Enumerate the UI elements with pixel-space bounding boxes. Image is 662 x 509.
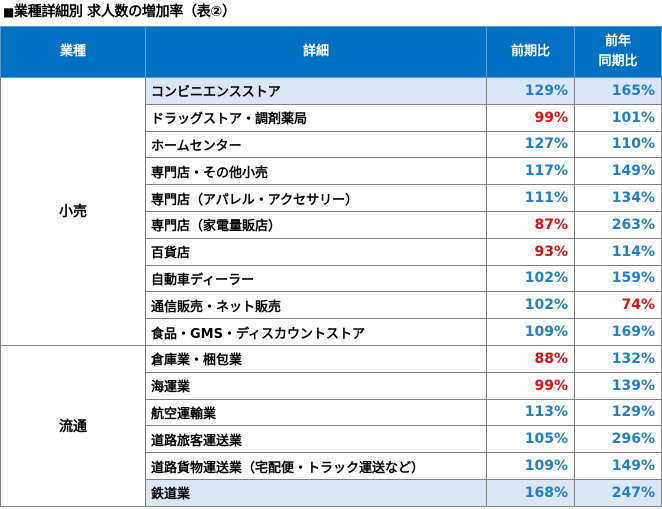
table-row: 専門店（家電量販店） 87% 263%: [1, 210, 662, 239]
detail-cell: 専門店（アパレル・アクセサリー）: [145, 184, 487, 212]
detail-cell: ホームセンター: [145, 130, 487, 159]
yoy-cell: 263%: [574, 210, 662, 239]
yoy-cell: 296%: [574, 425, 662, 454]
header-category: 業種: [0, 26, 146, 78]
prev-period-cell: 99%: [486, 371, 575, 400]
prev-period-cell: 88%: [486, 344, 575, 373]
header-detail: 詳細: [145, 26, 487, 78]
table-title: ■業種詳細別 求人数の増加率（表②）: [3, 3, 236, 21]
detail-cell: 食品・GMS・ディスカウントストア: [145, 318, 487, 346]
table-row: 自動車ディーラー 102% 159%: [1, 264, 662, 293]
detail-cell: 鉄道業: [145, 478, 487, 507]
yoy-cell: 114%: [574, 237, 662, 266]
yoy-cell: 132%: [574, 344, 662, 373]
table-row: 食品・GMS・ディスカウントストア 109% 169%: [1, 318, 662, 346]
detail-cell: 道路旅客運送業: [145, 425, 487, 454]
header-yoy: 前年 同期比: [574, 26, 662, 78]
prev-period-cell: 109%: [486, 318, 575, 346]
table-row: 専門店（アパレル・アクセサリー） 111% 134%: [1, 184, 662, 212]
category-cell: 小売: [0, 77, 146, 346]
table-row: 百貨店 93% 114%: [1, 237, 662, 266]
detail-cell: 航空運輸業: [145, 398, 487, 427]
yoy-cell: 139%: [574, 371, 662, 400]
detail-cell: ドラッグストア・調剤薬局: [145, 103, 487, 132]
yoy-cell: 134%: [574, 184, 662, 212]
table-row: 鉄道業 168% 247%: [1, 478, 662, 507]
title-text: 業種詳細別 求人数の増加率（表②）: [14, 4, 236, 20]
header-yoy-line1: 前年: [604, 34, 631, 49]
yoy-cell: 129%: [574, 398, 662, 427]
table-row: 海運業 99% 139%: [1, 371, 662, 400]
detail-cell: 百貨店: [145, 237, 487, 266]
header-row: 業種 詳細 前期比 前年同期比: [0, 26, 662, 78]
yoy-cell: 159%: [574, 264, 662, 293]
prev-period-cell: 87%: [486, 210, 575, 239]
yoy-cell: 110%: [574, 130, 662, 159]
detail-cell: 専門店・その他小売: [145, 157, 487, 186]
detail-cell: 通信販売・ネット販売: [145, 291, 487, 320]
header-yoy-line2: 同期比: [598, 54, 638, 69]
yoy-cell: 165%: [574, 77, 662, 105]
yoy-cell: 169%: [574, 318, 662, 346]
detail-cell: 自動車ディーラー: [145, 264, 487, 293]
prev-period-cell: 127%: [486, 130, 575, 159]
prev-period-cell: 129%: [486, 77, 575, 105]
prev-period-cell: 102%: [486, 264, 575, 293]
growth-rate-table: 業種 詳細 前期比 前年 同期比 小売 コンビニエンスストア 129% 165% ドラッグ…: [0, 26, 662, 507]
table-body: 小売 コンビニエンスストア 129% 165% ドラッグストア・調剤薬局 99% 101% ホ…: [0, 77, 662, 507]
prev-period-cell: 168%: [486, 478, 575, 507]
detail-cell: 倉庫業・梱包業: [145, 344, 487, 373]
detail-cell: 海運業: [145, 371, 487, 400]
prev-period-cell: 111%: [486, 184, 575, 212]
table-row: 航空運輸業 113% 129%: [1, 398, 662, 427]
header-prev-period: 前期比: [486, 26, 575, 78]
detail-cell: 道路貨物運送業（宅配便・トラック運送など）: [145, 452, 487, 480]
detail-cell: 専門店（家電量販店）: [145, 210, 487, 239]
prev-period-cell: 117%: [486, 157, 575, 186]
table-row: ホームセンター 127% 110%: [1, 130, 662, 159]
table-row: 小売 コンビニエンスストア 129% 165%: [0, 77, 662, 346]
prev-period-cell: 109%: [486, 452, 575, 480]
yoy-cell: 149%: [574, 157, 662, 186]
prev-period-cell: 105%: [486, 425, 575, 454]
table-row: ドラッグストア・調剤薬局 99% 101%: [1, 103, 662, 132]
category-cell: 流通: [0, 344, 146, 507]
yoy-cell: 247%: [574, 478, 662, 507]
yoy-cell: 74%: [574, 291, 662, 320]
prev-period-cell: 113%: [486, 398, 575, 427]
table-row: 専門店・その他小売 117% 149%: [1, 157, 662, 186]
yoy-cell: 149%: [574, 452, 662, 480]
table-row: 流通 倉庫業・梱包業 88% 132%: [0, 344, 662, 507]
table-row: 通信販売・ネット販売 102% 74%: [1, 291, 662, 320]
prev-period-cell: 93%: [486, 237, 575, 266]
yoy-cell: 101%: [574, 103, 662, 132]
prev-period-cell: 99%: [486, 103, 575, 132]
detail-cell: コンビニエンスストア: [145, 77, 487, 105]
title-square-icon: ■: [3, 5, 15, 19]
prev-period-cell: 102%: [486, 291, 575, 320]
